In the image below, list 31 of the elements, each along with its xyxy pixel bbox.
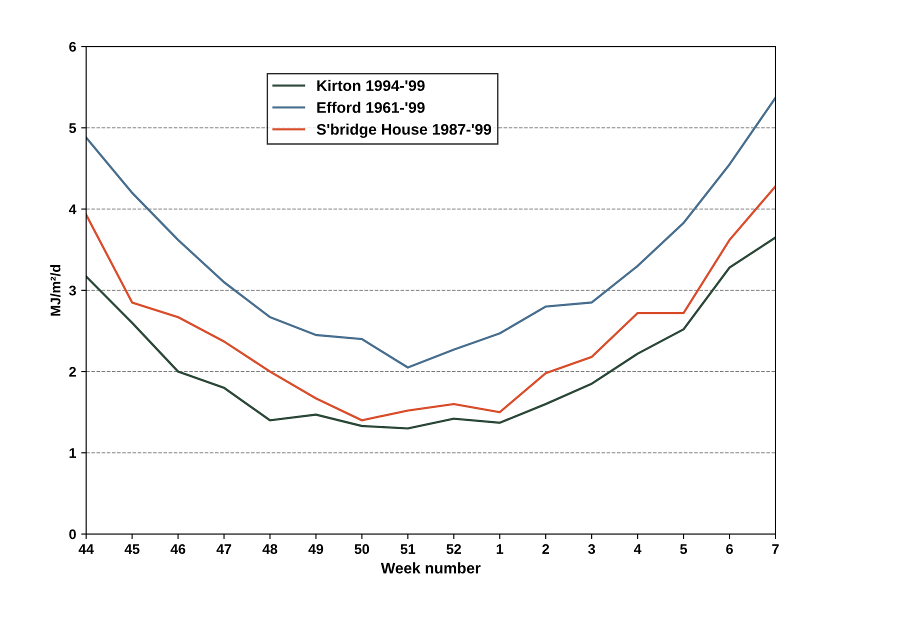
y-tick-label: 4 xyxy=(68,204,76,214)
line-series xyxy=(86,185,776,422)
line-series xyxy=(86,96,776,369)
x-tick-label: 6 xyxy=(726,544,733,554)
x-tick-label: 51 xyxy=(400,544,416,554)
legend-label: S'bridge House 1987-'99 xyxy=(316,124,492,138)
legend-label: Efford 1961-'99 xyxy=(317,102,425,113)
y-tick-label: 5 xyxy=(69,123,76,133)
x-tick-label: 5 xyxy=(680,544,688,554)
x-tick-label: 2 xyxy=(542,544,550,554)
x-tick-label: 49 xyxy=(308,544,324,554)
line-series xyxy=(86,236,776,430)
x-tick-label: 48 xyxy=(262,544,278,554)
x-tick-label: 44 xyxy=(78,544,94,554)
y-tick-label: 2 xyxy=(69,366,76,377)
x-tick-label: 3 xyxy=(588,544,596,554)
x-tick-label: 4 xyxy=(634,544,642,554)
x-axis-title: Week number xyxy=(380,562,481,574)
y-tick-label: 0 xyxy=(69,529,76,540)
y-tick-label: 6 xyxy=(69,42,76,52)
x-tick-label: 46 xyxy=(170,544,186,554)
y-axis-title: MJ/m²/d xyxy=(50,264,61,316)
y-tick-label: 1 xyxy=(70,448,76,458)
legend-label: Kirton 1994-'99 xyxy=(317,80,425,92)
x-tick-label: 47 xyxy=(216,544,232,554)
y-tick-label: 3 xyxy=(69,286,76,296)
x-tick-label: 7 xyxy=(772,544,779,554)
x-tick-label: 52 xyxy=(446,544,461,554)
x-tick-label: 1 xyxy=(496,544,504,554)
x-tick-label: 50 xyxy=(354,544,370,554)
x-tick-label: 45 xyxy=(124,544,140,554)
